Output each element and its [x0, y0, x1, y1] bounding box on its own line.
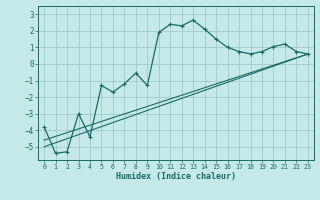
X-axis label: Humidex (Indice chaleur): Humidex (Indice chaleur) — [116, 172, 236, 181]
